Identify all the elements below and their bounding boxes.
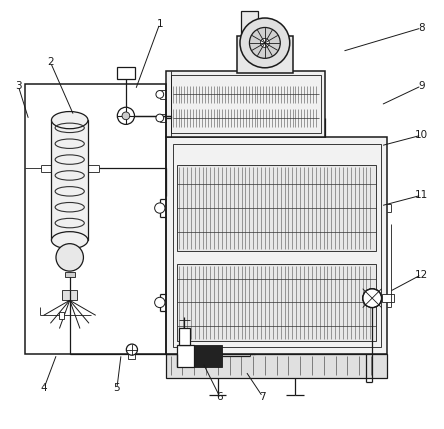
Bar [381, 294, 394, 302]
Bar [237, 36, 293, 73]
Circle shape [156, 91, 164, 98]
Text: 8: 8 [418, 23, 425, 33]
Circle shape [250, 27, 280, 58]
Text: 12: 12 [415, 269, 428, 280]
Ellipse shape [52, 232, 88, 249]
Text: 10: 10 [415, 130, 428, 140]
Circle shape [260, 39, 270, 47]
Ellipse shape [52, 112, 88, 129]
Bar [52, 120, 88, 240]
Text: 5: 5 [114, 383, 120, 393]
Text: 1: 1 [156, 18, 163, 29]
Circle shape [240, 18, 290, 68]
Bar [177, 165, 377, 251]
Circle shape [156, 114, 164, 122]
Bar [59, 312, 64, 319]
Bar [62, 290, 77, 300]
Bar [166, 71, 325, 137]
Bar [64, 272, 75, 277]
Bar [170, 75, 321, 133]
Text: 11: 11 [415, 190, 428, 200]
Text: 7: 7 [259, 392, 266, 402]
Bar [177, 345, 194, 367]
Circle shape [155, 297, 165, 308]
Bar [194, 345, 222, 367]
Text: 6: 6 [217, 392, 223, 402]
Circle shape [117, 107, 135, 124]
Bar [25, 84, 166, 354]
Bar [128, 349, 135, 359]
Circle shape [155, 203, 165, 213]
Text: 4: 4 [41, 383, 47, 393]
Bar [166, 137, 387, 354]
Bar [177, 264, 377, 341]
Bar [166, 354, 387, 378]
Bar [179, 328, 190, 345]
Bar [241, 11, 258, 36]
Circle shape [127, 344, 138, 355]
Circle shape [363, 289, 381, 308]
Circle shape [56, 244, 83, 271]
Circle shape [122, 112, 130, 120]
Bar [173, 144, 381, 347]
Text: 2: 2 [47, 57, 54, 67]
Text: 9: 9 [418, 81, 425, 91]
Text: 3: 3 [15, 81, 22, 91]
Bar [117, 67, 135, 79]
